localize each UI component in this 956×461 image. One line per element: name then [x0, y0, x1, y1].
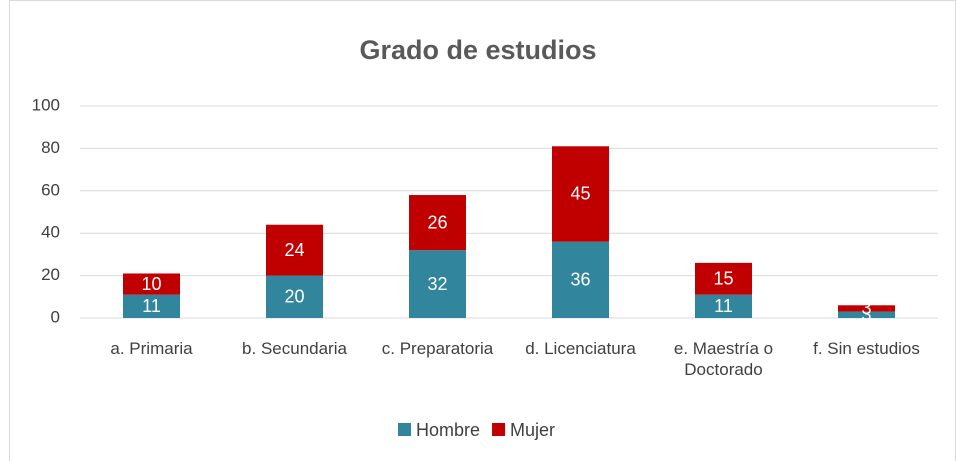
bar-segment: [552, 146, 609, 242]
y-tick-label: 0: [51, 307, 60, 326]
data-label: 10: [141, 274, 161, 294]
x-tick-label: c. Preparatoria: [381, 339, 494, 358]
y-tick-label: 40: [41, 223, 60, 242]
x-tick-label: e. Maestría o Doctorado: [673, 339, 774, 379]
data-label: 3: [861, 298, 871, 318]
bar-segment: [409, 195, 466, 251]
x-tick-label: d. Licenciatura: [525, 339, 636, 358]
bar-segment: [695, 294, 752, 318]
y-tick-label: 20: [41, 265, 60, 284]
bar-segment: [123, 294, 180, 318]
bar-segment: [409, 250, 466, 318]
chart-border: [9, 0, 956, 461]
chart-title: Grado de estudios: [359, 35, 596, 65]
data-label: 36: [570, 270, 590, 290]
data-label: 26: [427, 212, 447, 232]
y-tick-label: 80: [41, 138, 60, 157]
legend-swatch: [398, 423, 411, 436]
data-label: 3: [861, 305, 871, 325]
data-label: 11: [142, 296, 161, 316]
data-label: 11: [714, 296, 733, 316]
bar-segment: [838, 311, 895, 318]
x-tick-label: f. Sin estudios: [813, 339, 920, 358]
bar-segment: [123, 273, 180, 295]
data-label: 24: [284, 240, 304, 260]
x-tick-label: a. Primaria: [110, 339, 193, 358]
data-label: 45: [570, 184, 590, 204]
x-tick-label: b. Secundaria: [242, 339, 347, 358]
y-tick-label: 60: [41, 180, 60, 199]
y-tick-label: 100: [32, 95, 60, 114]
bar-segment: [552, 241, 609, 318]
data-label: 32: [427, 274, 447, 294]
bar-segment: [838, 305, 895, 312]
data-label: 20: [284, 287, 304, 307]
legend-swatch: [492, 423, 506, 436]
bar-segment: [266, 275, 323, 318]
legend-label: Mujer: [510, 420, 555, 440]
data-label: 15: [713, 269, 733, 289]
bar-segment: [695, 262, 752, 295]
legend-label: Hombre: [416, 420, 480, 440]
bar-segment: [266, 224, 323, 276]
